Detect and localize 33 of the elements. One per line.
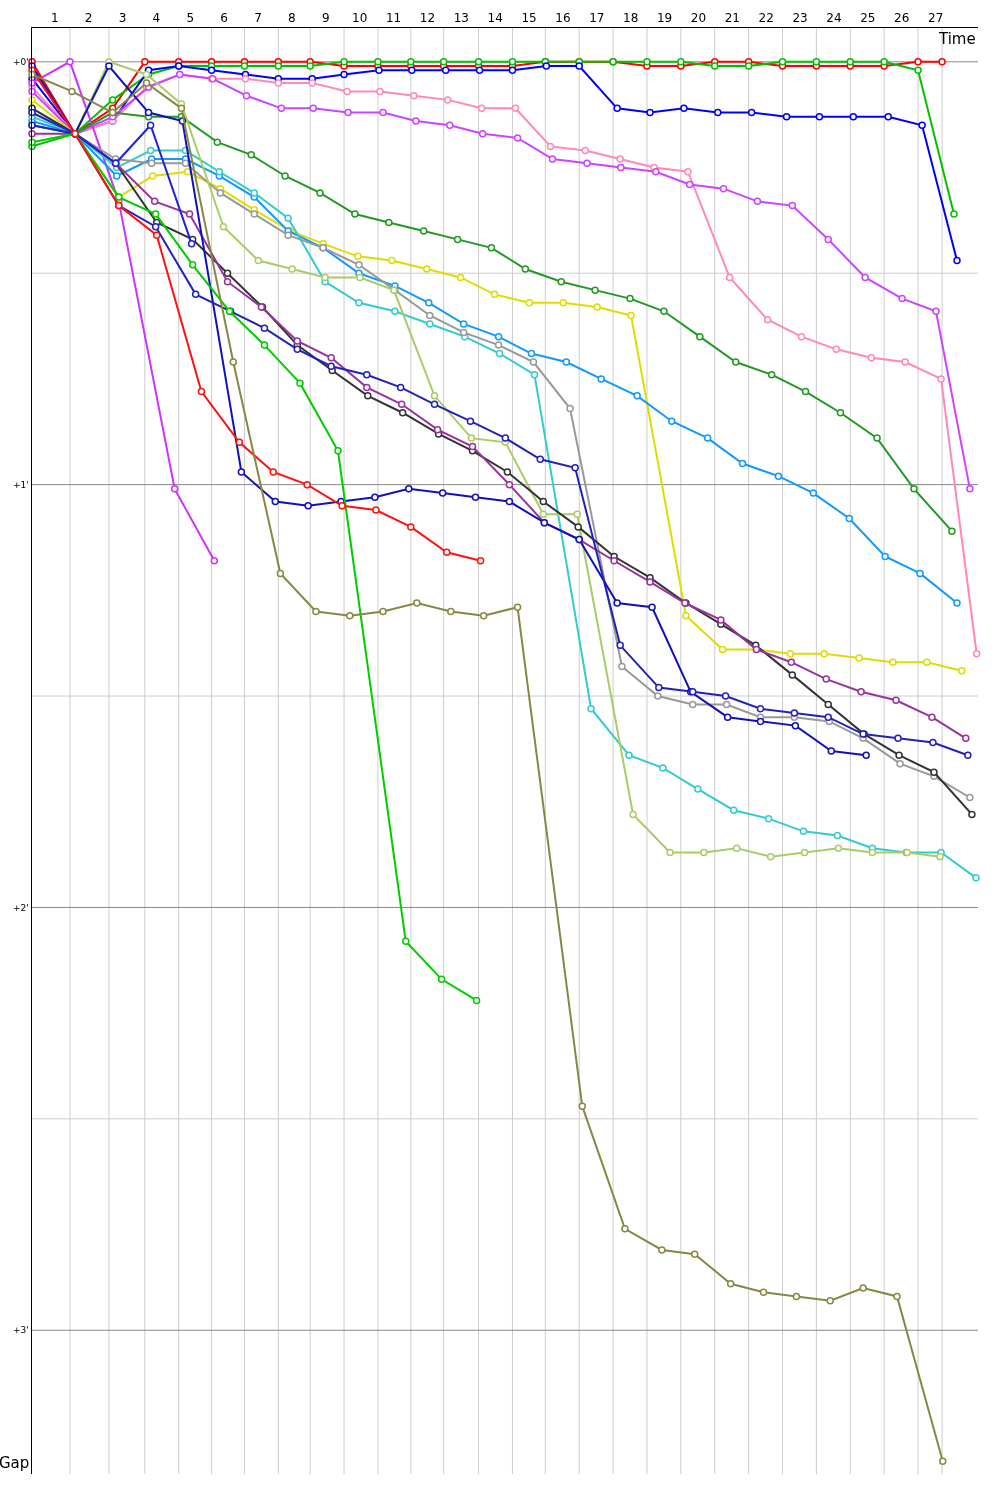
x-tick-label: 22 [758,10,774,25]
x-tick-label: 4 [152,10,161,25]
x-tick-label: 6 [220,10,228,25]
x-tick-label: 1 [50,10,59,25]
x-tick-label: 3 [118,10,127,25]
x-tick-label: 20 [690,10,707,25]
x-tick-label: 13 [453,10,469,25]
x-tick-label: 25 [860,10,876,25]
y-tick-label: +2' [12,902,29,913]
x-tick-label: 23 [792,10,808,25]
x-tick-label: 24 [826,10,842,25]
x-tick-label: 18 [623,10,639,25]
x-tick-label: 12 [419,10,436,25]
x-axis-title: Time [938,30,976,48]
x-tick-label: 19 [656,10,673,25]
x-tick-label: 7 [254,10,262,25]
x-tick-label: 21 [724,10,740,25]
x-tick-label: 14 [487,10,503,25]
x-tick-label: 8 [288,10,296,25]
x-tick-label: 9 [321,10,330,25]
y-tick-label: +1' [12,479,29,490]
x-tick-label: 11 [385,10,402,25]
x-tick-label: 17 [589,10,605,25]
x-tick-label: 16 [555,10,571,25]
x-tick-label: 5 [186,10,195,25]
x-tick-label: 10 [352,10,368,25]
x-tick-label: 26 [894,10,910,25]
x-tick-label: 15 [521,10,537,25]
y-axis-title: Gap [0,1454,30,1472]
y-tick-label: +0' [12,56,29,67]
x-tick-label: 27 [928,10,944,25]
y-tick-label: +3' [12,1325,29,1336]
x-tick-label: 2 [84,10,93,25]
